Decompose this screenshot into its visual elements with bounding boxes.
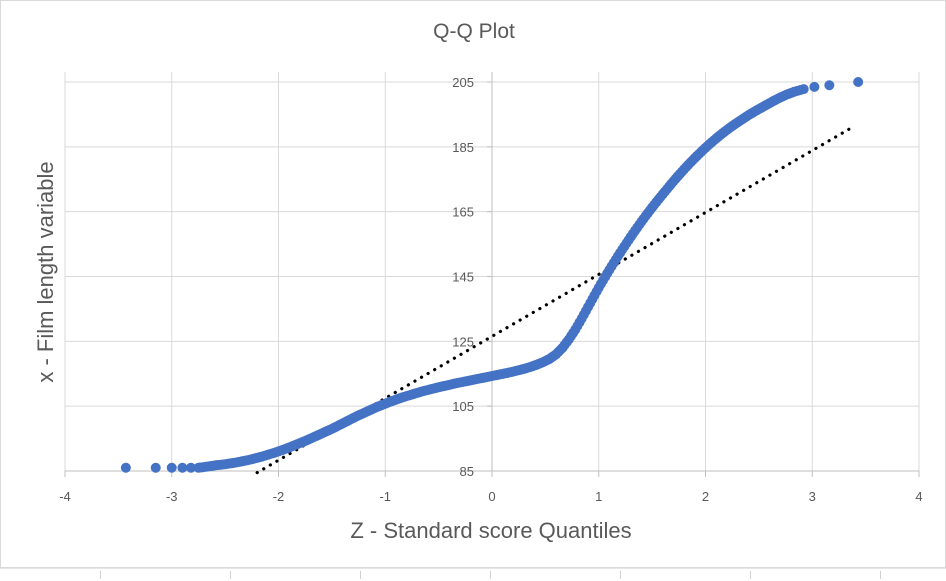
- y-tick-label: 205: [452, 75, 474, 90]
- y-axis-title: x - Film length variable: [33, 161, 58, 382]
- data-point: [166, 462, 177, 473]
- strip-tick: [100, 571, 101, 579]
- data-point: [809, 81, 820, 92]
- strip-tick: [750, 571, 751, 579]
- data-point: [177, 462, 188, 473]
- data-point: [150, 462, 161, 473]
- y-tick-label: 85: [460, 464, 474, 479]
- x-axis-title: Z - Standard score Quantiles: [350, 518, 631, 543]
- data-points: [120, 77, 864, 473]
- x-tick-label: 0: [488, 489, 495, 504]
- data-point: [185, 462, 196, 473]
- strip-tick: [230, 571, 231, 579]
- chart-title: Q-Q Plot: [433, 20, 515, 43]
- x-tick-label: 4: [915, 489, 922, 504]
- x-tick-label: -3: [166, 489, 178, 504]
- x-tick-label: 3: [809, 489, 816, 504]
- data-point: [120, 462, 131, 473]
- x-tick-label: 1: [595, 489, 602, 504]
- x-tick-label: -4: [59, 489, 71, 504]
- y-tick-label: 125: [452, 334, 474, 349]
- y-tick-label: 185: [452, 140, 474, 155]
- x-tick-label: 2: [702, 489, 709, 504]
- tick-labels: -4 -3 -2 -1 0 1 2 3 4 85 105 125 145 165 185 205: [59, 75, 922, 504]
- y-tick-label: 145: [452, 270, 474, 285]
- bottom-strip: [0, 568, 946, 581]
- data-point: [798, 84, 809, 95]
- strip-tick: [620, 571, 621, 579]
- axes: [64, 72, 920, 477]
- x-tick-label: -1: [379, 489, 391, 504]
- strip-tick: [490, 571, 491, 579]
- y-tick-label: 165: [452, 205, 474, 220]
- y-tick-label: 105: [452, 399, 474, 414]
- strip-tick: [880, 571, 881, 579]
- data-point: [824, 80, 835, 91]
- chart-area: -4 -3 -2 -1 0 1 2 3 4 85 105 125 145 165 185 205 Q-Q Pl…: [0, 0, 946, 568]
- strip-tick: [360, 571, 361, 579]
- data-point: [853, 77, 864, 87]
- x-tick-label: -2: [273, 489, 285, 504]
- qq-plot-chart: -4 -3 -2 -1 0 1 2 3 4 85 105 125 145 165 185 205 Q-Q Pl…: [33, 20, 923, 543]
